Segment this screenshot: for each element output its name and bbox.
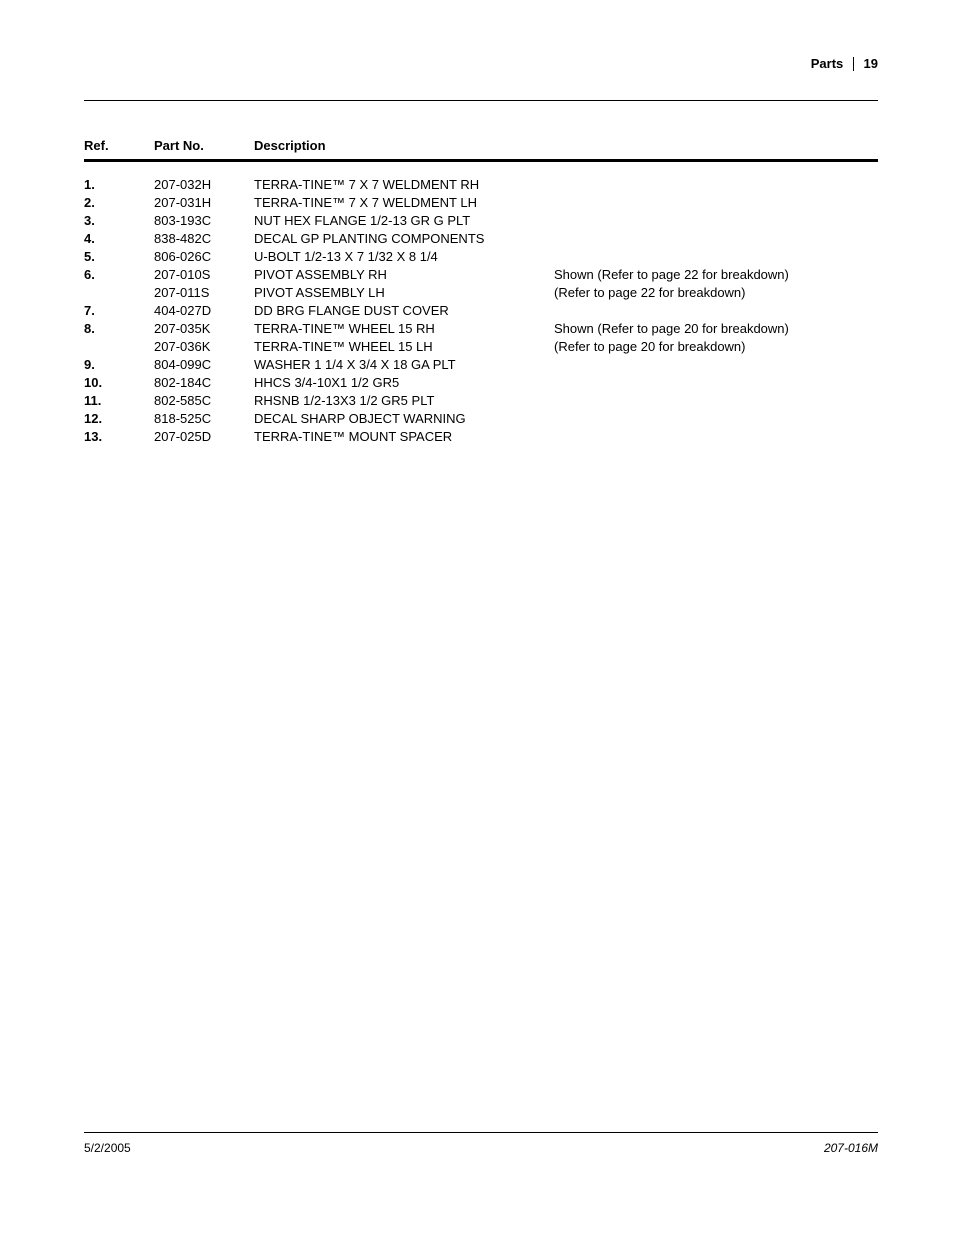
cell-note (554, 392, 878, 410)
table-row: 5.806-026CU-BOLT 1/2-13 X 7 1/32 X 8 1/4 (84, 248, 878, 266)
cell-note (554, 374, 878, 392)
cell-note: (Refer to page 22 for breakdown) (554, 284, 878, 302)
cell-part-no: 207-032H (154, 176, 254, 194)
cell-description: NUT HEX FLANGE 1/2-13 GR G PLT (254, 212, 554, 230)
cell-ref: 4. (84, 230, 154, 248)
cell-description: RHSNB 1/2-13X3 1/2 GR5 PLT (254, 392, 554, 410)
cell-ref: 9. (84, 356, 154, 374)
cell-description: PIVOT ASSEMBLY LH (254, 284, 554, 302)
cell-part-no: 803-193C (154, 212, 254, 230)
column-header-ref: Ref. (84, 138, 154, 153)
cell-description: U-BOLT 1/2-13 X 7 1/32 X 8 1/4 (254, 248, 554, 266)
cell-part-no: 404-027D (154, 302, 254, 320)
cell-ref: 13. (84, 428, 154, 446)
footer-date: 5/2/2005 (84, 1141, 131, 1155)
cell-note: (Refer to page 20 for breakdown) (554, 338, 878, 356)
table-row: 2.207-031HTERRA-TINE™ 7 X 7 WELDMENT LH (84, 194, 878, 212)
table-body: 1.207-032HTERRA-TINE™ 7 X 7 WELDMENT RH2… (84, 176, 878, 446)
cell-ref: 3. (84, 212, 154, 230)
cell-part-no: 802-585C (154, 392, 254, 410)
table-row: 8.207-035KTERRA-TINE™ WHEEL 15 RHShown (… (84, 320, 878, 338)
cell-note (554, 356, 878, 374)
footer-row: 5/2/2005 207-016M (84, 1141, 878, 1155)
top-rule (84, 100, 878, 101)
cell-description: DD BRG FLANGE DUST COVER (254, 302, 554, 320)
bottom-rule (84, 1132, 878, 1133)
table-row: 6.207-010SPIVOT ASSEMBLY RH Shown (Refer… (84, 266, 878, 284)
cell-note: Shown (Refer to page 20 for breakdown) (554, 320, 878, 338)
table-row: 9.804-099CWASHER 1 1/4 X 3/4 X 18 GA PLT (84, 356, 878, 374)
cell-note (554, 194, 878, 212)
cell-part-no: 207-031H (154, 194, 254, 212)
cell-ref: 7. (84, 302, 154, 320)
cell-part-no: 802-184C (154, 374, 254, 392)
cell-ref: 8. (84, 320, 154, 338)
cell-ref: 5. (84, 248, 154, 266)
cell-description: TERRA-TINE™ 7 X 7 WELDMENT RH (254, 176, 554, 194)
table-row: 10.802-184CHHCS 3/4-10X1 1/2 GR5 (84, 374, 878, 392)
cell-part-no: 207-036K (154, 338, 254, 356)
cell-ref: 1. (84, 176, 154, 194)
cell-note (554, 230, 878, 248)
cell-description: DECAL GP PLANTING COMPONENTS (254, 230, 554, 248)
table-row: 11.802-585CRHSNB 1/2-13X3 1/2 GR5 PLT (84, 392, 878, 410)
cell-note (554, 176, 878, 194)
cell-note (554, 428, 878, 446)
content-area: Ref. Part No. Description 1.207-032HTERR… (84, 138, 878, 446)
table-header: Ref. Part No. Description (84, 138, 878, 153)
table-row: 13.207-025DTERRA-TINE™ MOUNT SPACER (84, 428, 878, 446)
cell-description: PIVOT ASSEMBLY RH (254, 266, 554, 284)
cell-note (554, 212, 878, 230)
cell-description: TERRA-TINE™ WHEEL 15 RH (254, 320, 554, 338)
cell-part-no: 806-026C (154, 248, 254, 266)
cell-ref: 6. (84, 266, 154, 284)
table-row: 7.404-027DDD BRG FLANGE DUST COVER (84, 302, 878, 320)
cell-note: Shown (Refer to page 22 for breakdown) (554, 266, 878, 284)
table-row: 3.803-193CNUT HEX FLANGE 1/2-13 GR G PLT (84, 212, 878, 230)
cell-description: WASHER 1 1/4 X 3/4 X 18 GA PLT (254, 356, 554, 374)
cell-part-no: 818-525C (154, 410, 254, 428)
cell-description: TERRA-TINE™ MOUNT SPACER (254, 428, 554, 446)
footer-doc: 207-016M (824, 1141, 878, 1155)
cell-ref (84, 338, 154, 356)
cell-description: DECAL SHARP OBJECT WARNING (254, 410, 554, 428)
header-separator (853, 57, 854, 71)
column-header-desc: Description (254, 138, 878, 153)
cell-note (554, 410, 878, 428)
cell-part-no: 804-099C (154, 356, 254, 374)
table-row: 1.207-032HTERRA-TINE™ 7 X 7 WELDMENT RH (84, 176, 878, 194)
page-header: Parts 19 (811, 56, 878, 72)
cell-description: TERRA-TINE™ 7 X 7 WELDMENT LH (254, 194, 554, 212)
cell-part-no: 207-035K (154, 320, 254, 338)
cell-ref: 11. (84, 392, 154, 410)
cell-description: TERRA-TINE™ WHEEL 15 LH (254, 338, 554, 356)
cell-ref: 10. (84, 374, 154, 392)
heavy-rule (84, 159, 878, 162)
cell-note (554, 302, 878, 320)
column-header-part: Part No. (154, 138, 254, 153)
cell-ref (84, 284, 154, 302)
table-row: 4.838-482CDECAL GP PLANTING COMPONENTS (84, 230, 878, 248)
table-row: 207-036KTERRA-TINE™ WHEEL 15 LH(Refer to… (84, 338, 878, 356)
cell-description: HHCS 3/4-10X1 1/2 GR5 (254, 374, 554, 392)
cell-part-no: 838-482C (154, 230, 254, 248)
table-row: 207-011SPIVOT ASSEMBLY LH(Refer to page … (84, 284, 878, 302)
section-label: Parts (811, 56, 844, 71)
cell-ref: 2. (84, 194, 154, 212)
cell-ref: 12. (84, 410, 154, 428)
cell-part-no: 207-010S (154, 266, 254, 284)
table-row: 12.818-525CDECAL SHARP OBJECT WARNING (84, 410, 878, 428)
page-footer: 5/2/2005 207-016M (84, 1132, 878, 1155)
cell-part-no: 207-025D (154, 428, 254, 446)
cell-note (554, 248, 878, 266)
page-number: 19 (864, 56, 878, 71)
cell-part-no: 207-011S (154, 284, 254, 302)
